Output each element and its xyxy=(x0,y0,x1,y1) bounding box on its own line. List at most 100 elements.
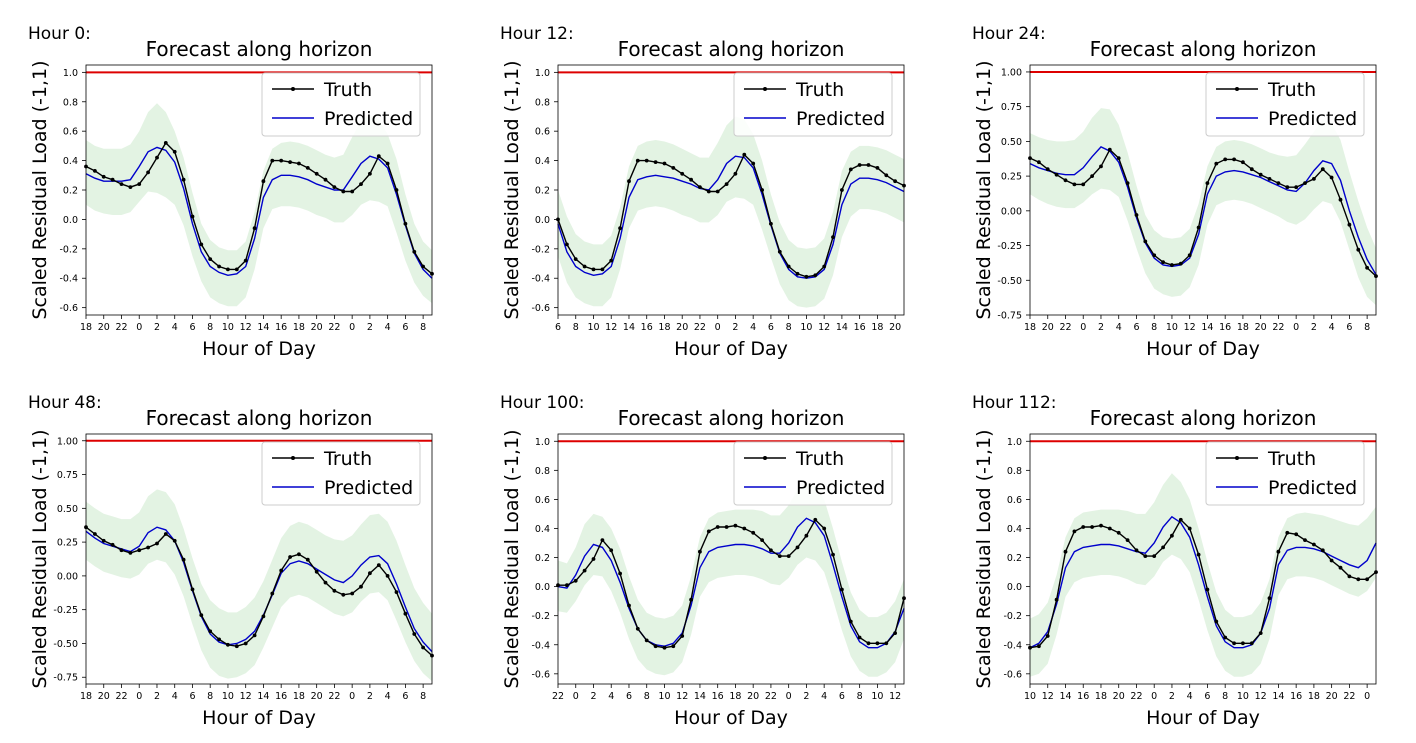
truth-point xyxy=(795,271,800,276)
truth-point xyxy=(609,548,614,553)
truth-point xyxy=(822,526,827,531)
truth-point xyxy=(163,532,168,536)
truth-point xyxy=(359,182,363,187)
y-tick-label: 0.6 xyxy=(1007,495,1022,506)
truth-point xyxy=(698,549,702,554)
legend-truth-marker xyxy=(291,456,295,460)
x-tick-label: 22 xyxy=(328,691,340,702)
truth-point xyxy=(653,160,658,165)
x-tick-label: 8 xyxy=(1151,322,1157,333)
x-tick-label: 18 xyxy=(293,322,305,333)
truth-point xyxy=(297,161,301,166)
y-tick-label: -0.4 xyxy=(59,274,78,285)
panel-label: Hour 0: xyxy=(28,24,91,44)
y-axis-label: Scaled Residual Load (-1,1) xyxy=(973,429,995,688)
truth-point xyxy=(1178,517,1183,522)
x-tick-label: 0 xyxy=(1080,322,1086,333)
truth-point xyxy=(840,188,844,192)
truth-point xyxy=(822,264,827,269)
x-tick-label: 2 xyxy=(1169,691,1175,702)
truth-point xyxy=(155,155,159,160)
truth-point xyxy=(591,267,596,272)
chart-panel-0: Hour 0: Forecast along horizon -0.6 -0.4 -0.… xyxy=(28,24,434,360)
truth-point xyxy=(831,552,835,557)
x-tick-label: 22 xyxy=(1272,322,1284,333)
truth-point xyxy=(412,632,417,636)
x-tick-label: 14 xyxy=(836,322,848,333)
x-tick-label: 20 xyxy=(676,322,688,333)
y-tick-label: 1.0 xyxy=(535,437,550,448)
confidence-band xyxy=(558,482,904,677)
truth-point xyxy=(341,592,346,597)
truth-line xyxy=(557,153,905,278)
x-tick-label: 14 xyxy=(257,322,269,333)
truth-point xyxy=(1054,597,1059,602)
x-tick-label: 22 xyxy=(1343,691,1355,702)
x-tick-label: 8 xyxy=(644,691,650,702)
truth-point xyxy=(1170,533,1174,538)
truth-point xyxy=(314,569,319,574)
y-tick-label: -0.6 xyxy=(1003,669,1022,680)
y-tick-label: 0.4 xyxy=(1007,524,1022,535)
truth-point xyxy=(1356,247,1361,252)
truth-point xyxy=(857,635,862,640)
x-tick-label: 0 xyxy=(786,691,792,702)
x-tick-label: 4 xyxy=(1187,691,1193,702)
truth-point xyxy=(1241,641,1245,646)
truth-point xyxy=(1187,253,1192,258)
confidence-band xyxy=(86,489,432,682)
x-tick-label: 6 xyxy=(402,322,408,333)
y-tick-label: -0.50 xyxy=(997,276,1022,287)
x-tick-label: 6 xyxy=(839,691,845,702)
truth-point xyxy=(261,179,266,184)
truth-point xyxy=(1294,185,1299,190)
truth-point xyxy=(385,161,390,166)
truth-point xyxy=(627,603,631,608)
x-tick-label: 20 xyxy=(889,322,901,333)
chart-panel-5: Hour 112: Forecast along horizon -0.6 -0.4 -… xyxy=(972,393,1378,729)
plot-frame xyxy=(1029,64,1377,316)
truth-point xyxy=(1329,558,1334,563)
truth-point xyxy=(662,161,667,166)
y-tick-label: 0.0 xyxy=(535,582,550,593)
truth-point xyxy=(627,179,631,184)
x-tick-label: 16 xyxy=(275,691,287,702)
x-tick-label: 14 xyxy=(694,691,706,702)
truth-point xyxy=(813,517,818,522)
x-tick-label: 14 xyxy=(257,691,269,702)
truth-point xyxy=(804,274,809,279)
truth-point xyxy=(376,563,381,567)
truth-point xyxy=(1223,635,1228,640)
truth-point xyxy=(609,258,614,263)
x-tick-label: 6 xyxy=(189,691,195,702)
truth-point xyxy=(644,638,649,643)
truth-point xyxy=(724,525,729,529)
x-tick-label: 22 xyxy=(765,691,777,702)
truth-point xyxy=(234,267,239,272)
truth-point xyxy=(208,257,213,261)
legend-truth-marker xyxy=(1235,87,1239,91)
y-tick-label: 0.6 xyxy=(535,495,550,506)
y-axis-label: Scaled Residual Load (-1,1) xyxy=(29,60,51,319)
chart-title: Forecast along horizon xyxy=(618,37,845,61)
truth-point xyxy=(1037,160,1041,165)
legend-predicted-label: Predicted xyxy=(796,477,885,499)
x-tick-label: 10 xyxy=(222,691,234,702)
truth-point xyxy=(653,644,658,649)
truth-point xyxy=(760,188,764,192)
truth-point xyxy=(1099,523,1103,528)
y-tick-label: -0.2 xyxy=(59,244,78,255)
x-tick-label: 20 xyxy=(1113,691,1125,702)
truth-point xyxy=(217,264,222,269)
y-tick-label: -0.6 xyxy=(531,303,550,314)
x-tick-label: 22 xyxy=(328,322,340,333)
truth-point xyxy=(786,554,791,558)
truth-point xyxy=(181,177,186,182)
truth-point xyxy=(1196,225,1201,230)
y-tick-label: -0.25 xyxy=(53,605,78,616)
truth-point xyxy=(795,545,800,550)
truth-point xyxy=(635,158,640,163)
truth-point xyxy=(1152,253,1157,258)
truth-point xyxy=(234,644,239,649)
truth-point xyxy=(680,171,685,176)
